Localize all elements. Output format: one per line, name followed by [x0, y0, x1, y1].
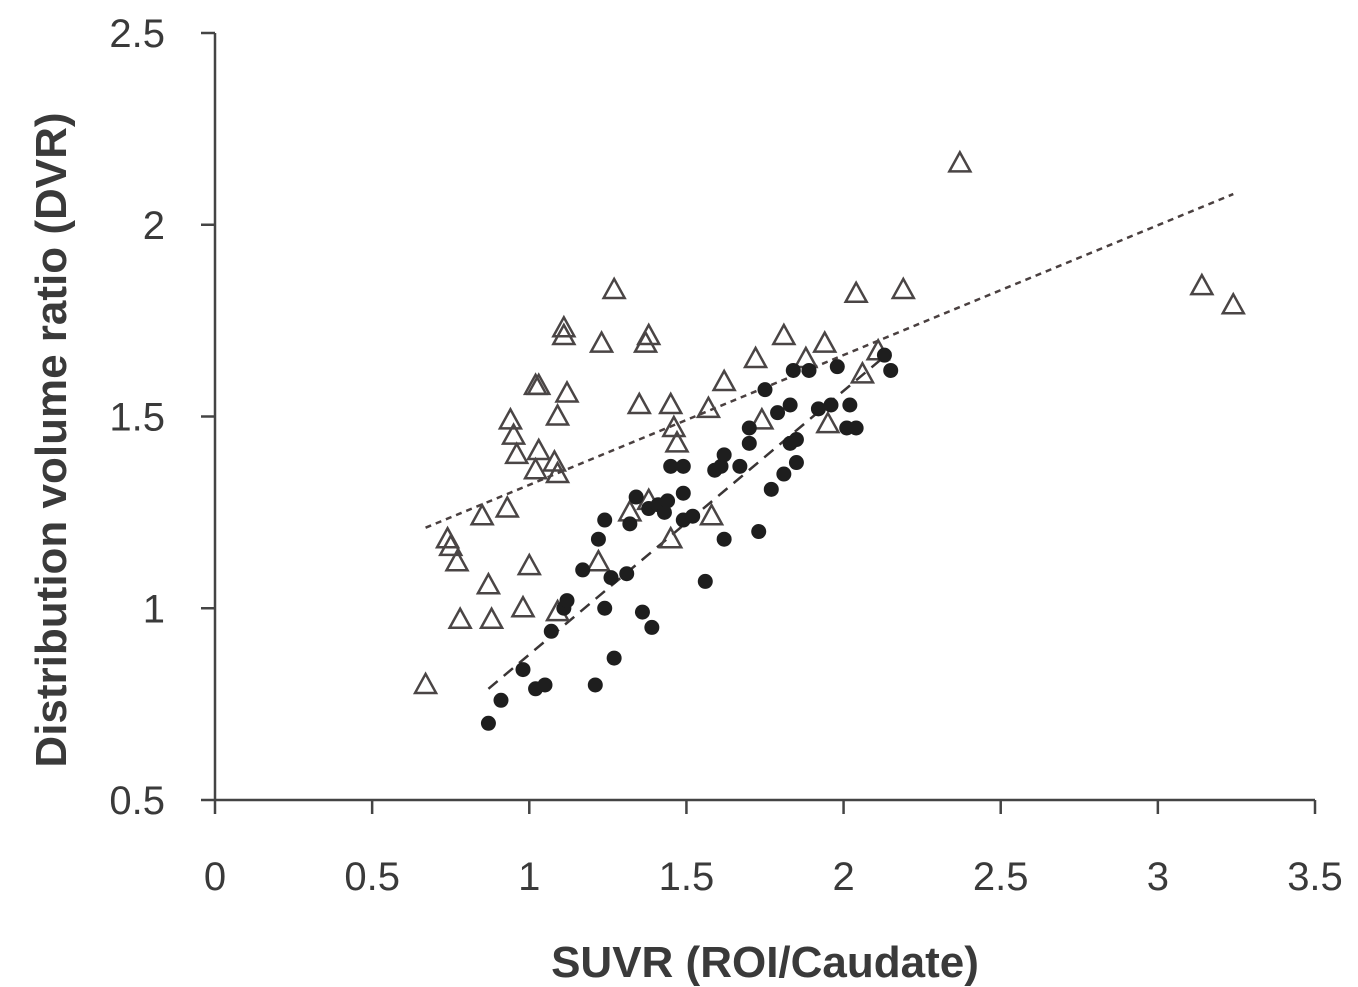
triangle-point — [1191, 275, 1212, 294]
x-tick-label: 3 — [1147, 855, 1169, 899]
circle-point — [789, 432, 804, 447]
circle-point — [494, 693, 509, 708]
y-axis-title: Distribution volume ratio (DVR) — [27, 112, 76, 767]
circle-point — [783, 397, 798, 412]
triangle-point — [745, 348, 766, 367]
triangle-point — [714, 371, 735, 390]
circle-point — [776, 467, 791, 482]
triangle-point — [525, 459, 546, 478]
y-tick-label: 1 — [143, 587, 165, 631]
triangle-point — [450, 609, 471, 628]
circle-point — [786, 363, 801, 378]
triangle-point — [660, 394, 681, 413]
triangle-point — [852, 363, 873, 382]
x-tick-label: 0.5 — [344, 855, 400, 899]
circle-point — [685, 509, 700, 524]
circle-point — [516, 662, 531, 677]
circle-point — [770, 405, 785, 420]
triangle-point — [814, 333, 835, 352]
circle-point — [742, 436, 757, 451]
circle-point — [481, 716, 496, 731]
triangle-point — [604, 279, 625, 298]
triangle-point — [513, 597, 534, 616]
y-tick-label: 2.5 — [109, 12, 165, 56]
data-points — [415, 152, 1244, 730]
triangle-point — [1223, 294, 1244, 313]
circle-point — [830, 359, 845, 374]
triangle-point — [591, 333, 612, 352]
circle-point — [698, 574, 713, 589]
circle-point — [877, 348, 892, 363]
circle-point — [802, 363, 817, 378]
triangle-point — [528, 440, 549, 459]
circle-point — [591, 532, 606, 547]
triangle-point — [547, 406, 568, 425]
circle-point — [588, 677, 603, 692]
triangle-point — [478, 574, 499, 593]
x-tick-label: 2 — [832, 855, 854, 899]
circle-point — [717, 447, 732, 462]
triangle-point — [846, 283, 867, 302]
y-tick-label: 1.5 — [109, 396, 165, 440]
circle-point — [764, 482, 779, 497]
circle-point — [604, 570, 619, 585]
x-tick-label: 0 — [204, 855, 226, 899]
circle-point — [622, 516, 637, 531]
circle-point — [676, 459, 691, 474]
circle-point — [597, 513, 612, 528]
circle-point — [629, 490, 644, 505]
circle-point — [538, 677, 553, 692]
y-tick-label: 2 — [143, 204, 165, 248]
triangle-point — [773, 325, 794, 344]
triangle-point — [481, 609, 502, 628]
circle-point — [717, 532, 732, 547]
circle-point — [732, 459, 747, 474]
triangle-point — [893, 279, 914, 298]
circle-point — [644, 620, 659, 635]
circle-point — [842, 397, 857, 412]
triangle-point — [629, 394, 650, 413]
triangle-point — [497, 498, 518, 517]
circle-point — [849, 421, 864, 436]
ticks — [201, 33, 1315, 814]
circle-point — [560, 593, 575, 608]
triangle-point — [553, 325, 574, 344]
circle-point — [751, 524, 766, 539]
circle-point — [824, 397, 839, 412]
triangle-point — [472, 505, 493, 524]
triangle-point — [506, 444, 527, 463]
x-tick-label: 1 — [518, 855, 540, 899]
circle-point — [742, 421, 757, 436]
circle-point — [660, 493, 675, 508]
circle-point — [883, 363, 898, 378]
x-axis-title: SUVR (ROI/Caudate) — [551, 938, 979, 987]
circle-point — [607, 651, 622, 666]
x-tick-label: 3.5 — [1287, 855, 1343, 899]
triangle-point — [500, 409, 521, 428]
circle-point — [758, 382, 773, 397]
circle-point — [789, 455, 804, 470]
triangle-point — [588, 551, 609, 570]
triangle-point — [415, 674, 436, 693]
circle-point — [597, 601, 612, 616]
y-tick-label: 0.5 — [109, 779, 165, 823]
circle-point — [676, 486, 691, 501]
x-tick-label: 2.5 — [973, 855, 1029, 899]
circle-point — [575, 562, 590, 577]
circle-point — [544, 624, 559, 639]
triangle-point — [557, 382, 578, 401]
trendlines — [426, 194, 1234, 689]
circle-point — [635, 605, 650, 620]
x-tick-label: 1.5 — [659, 855, 715, 899]
triangle-point — [519, 555, 540, 574]
circle-point — [619, 566, 634, 581]
triangle-point — [949, 152, 970, 171]
